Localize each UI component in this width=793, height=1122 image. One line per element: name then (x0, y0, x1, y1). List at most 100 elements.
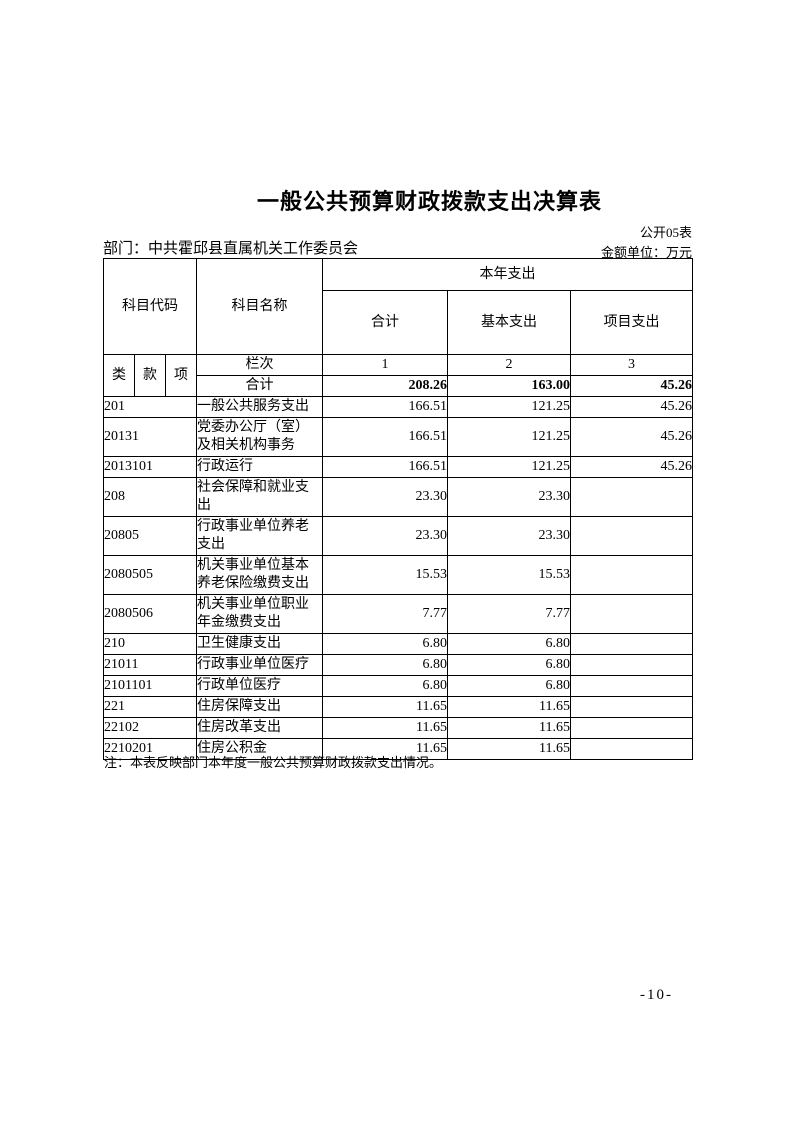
total-cell: 166.51 (322, 456, 448, 478)
page-title: 一般公共预算财政拨款支出决算表 (256, 189, 602, 214)
project-expense-cell: 45.26 (570, 456, 693, 478)
table-row: 2013101 行政运行 166.51 121.25 45.26 (103, 456, 693, 478)
header-section: 款 (134, 354, 166, 397)
table-row: 201 一般公共服务支出 166.51 121.25 45.26 (103, 396, 693, 418)
project-expense-cell (570, 516, 693, 556)
header-row-1: 科目代码 科目名称 本年支出 (103, 258, 693, 355)
total-cell: 11.65 (322, 696, 448, 718)
total-cell: 166.51 (322, 396, 448, 418)
total-cell: 166.51 (322, 417, 448, 457)
table-note: 注：本表反映部门本年度一般公共预算财政拨款支出情况。 (104, 755, 443, 770)
header-current-year-expense: 本年支出 (322, 258, 693, 291)
header-basic-expense: 基本支出 (447, 290, 571, 355)
total-cell: 6.80 (322, 633, 448, 655)
total-row-project: 45.26 (570, 375, 693, 397)
total-row: 合计 208.26 163.00 45.26 (104, 375, 693, 397)
table-row: 221 住房保障支出 11.65 11.65 (103, 696, 693, 718)
subject-code-cell: 20131 (103, 417, 197, 457)
table-row: 2210201 住房公积金 11.65 11.65 (103, 738, 693, 760)
page-number: -10- (640, 987, 673, 1003)
project-expense-cell (570, 738, 693, 760)
project-expense-cell (570, 654, 693, 676)
total-row-basic: 163.00 (447, 375, 571, 397)
basic-expense-cell: 121.25 (447, 417, 571, 457)
total-cell: 6.80 (322, 675, 448, 697)
header-col-2: 2 (447, 354, 571, 376)
table-row: 208 社会保障和就业支出 23.30 23.30 (103, 477, 693, 517)
header-project-expense: 项目支出 (570, 290, 693, 355)
project-expense-cell (570, 717, 693, 739)
project-expense-cell: 45.26 (570, 417, 693, 457)
project-expense-cell: 45.26 (570, 396, 693, 418)
basic-expense-cell: 11.65 (447, 696, 571, 718)
subject-code-cell: 208 (103, 477, 197, 517)
header-row-columns: 类 款 项 栏次 1 2 3 (103, 354, 693, 397)
table-row: 2101101 行政单位医疗 6.80 6.80 (103, 675, 693, 697)
subject-code-cell: 2080506 (103, 594, 197, 634)
subject-name-cell: 行政运行 (196, 456, 323, 478)
subject-name-cell: 住房公积金 (196, 738, 323, 760)
header-total: 合计 (322, 290, 448, 355)
basic-expense-cell: 11.65 (447, 738, 571, 760)
total-cell: 23.30 (322, 516, 448, 556)
subject-name-cell: 卫生健康支出 (196, 633, 323, 655)
project-expense-cell (570, 477, 693, 517)
basic-expense-cell: 7.77 (447, 594, 571, 634)
subject-name-cell: 机关事业单位基本养老保险缴费支出 (196, 555, 323, 595)
total-row-label: 合计 (196, 375, 323, 397)
basic-expense-cell: 23.30 (447, 477, 571, 517)
total-cell: 6.80 (322, 654, 448, 676)
subject-code-cell: 22102 (103, 717, 197, 739)
subject-code-cell: 21011 (103, 654, 197, 676)
project-expense-cell (570, 555, 693, 595)
subject-name-cell: 行政单位医疗 (196, 675, 323, 697)
subject-code-cell: 221 (103, 696, 197, 718)
basic-expense-cell: 23.30 (447, 516, 571, 556)
header-item: 项 (165, 354, 197, 397)
header-col-3: 3 (570, 354, 693, 376)
project-expense-cell (570, 594, 693, 634)
subject-code-cell: 20805 (103, 516, 197, 556)
table-row: 21011 行政事业单位医疗 6.80 6.80 (103, 654, 693, 676)
subject-name-cell: 社会保障和就业支出 (196, 477, 323, 517)
subject-name-cell: 党委办公厅（室）及相关机构事务 (196, 417, 323, 457)
total-cell: 11.65 (322, 738, 448, 760)
total-cell: 15.53 (322, 555, 448, 595)
project-expense-cell (570, 675, 693, 697)
header-column-index-label: 栏次 (196, 354, 323, 376)
table-row: 2080505 机关事业单位基本养老保险缴费支出 15.53 15.53 (103, 555, 693, 595)
subject-name-cell: 住房改革支出 (196, 717, 323, 739)
header-subject-code: 科目代码 (103, 258, 197, 355)
basic-expense-cell: 15.53 (447, 555, 571, 595)
basic-expense-cell: 121.25 (447, 456, 571, 478)
header-col-1: 1 (322, 354, 448, 376)
table-row: 20131 党委办公厅（室）及相关机构事务 166.51 121.25 45.26 (103, 417, 693, 457)
basic-expense-cell: 121.25 (447, 396, 571, 418)
basic-expense-cell: 11.65 (447, 717, 571, 739)
amount-unit-label: 金额单位：万元 (600, 245, 692, 260)
subject-name-cell: 行政事业单位养老支出 (196, 516, 323, 556)
table-body: 201 一般公共服务支出 166.51 121.25 45.26 20131 党委办公厅（室… (103, 396, 693, 760)
total-cell: 11.65 (322, 717, 448, 739)
project-expense-cell (570, 633, 693, 655)
subject-name-cell: 住房保障支出 (196, 696, 323, 718)
table-row: 2080506 机关事业单位职业年金缴费支出 7.77 7.77 (103, 594, 693, 634)
header-subject-name: 科目名称 (196, 258, 323, 355)
total-cell: 23.30 (322, 477, 448, 517)
subject-code-cell: 210 (103, 633, 197, 655)
subject-code-cell: 2013101 (103, 456, 197, 478)
basic-expense-cell: 6.80 (447, 654, 571, 676)
expenditure-table: 科目代码 科目名称 本年支出 合计 基本支出 项目支出 类 款 项 栏次 1 2… (103, 258, 693, 760)
subject-name-cell: 机关事业单位职业年金缴费支出 (196, 594, 323, 634)
header-row-2: 合计 基本支出 项目支出 (104, 290, 693, 355)
total-row-total: 208.26 (322, 375, 448, 397)
table-header: 科目代码 科目名称 本年支出 合计 基本支出 项目支出 类 款 项 栏次 1 2… (103, 258, 693, 397)
basic-expense-cell: 6.80 (447, 633, 571, 655)
table-row: 20805 行政事业单位养老支出 23.30 23.30 (103, 516, 693, 556)
subject-code-cell: 201 (103, 396, 197, 418)
total-cell: 7.77 (322, 594, 448, 634)
subject-code-cell: 2080505 (103, 555, 197, 595)
header-class: 类 (103, 354, 135, 397)
table-row: 22102 住房改革支出 11.65 11.65 (103, 717, 693, 739)
